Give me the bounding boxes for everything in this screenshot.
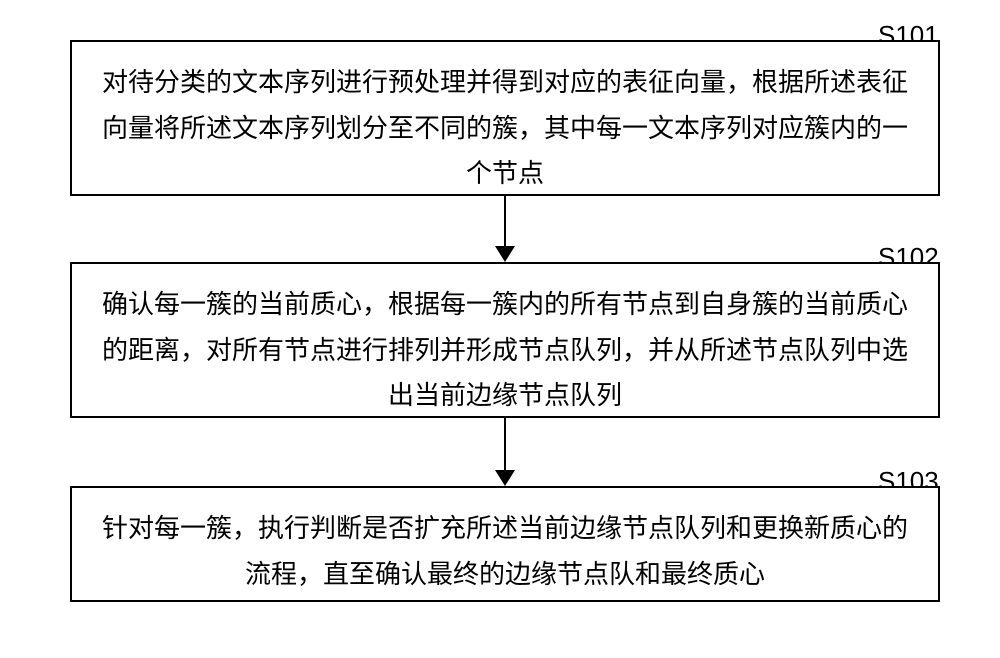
flowchart-arrow-line [504, 196, 506, 246]
flowchart-arrow-head [495, 470, 515, 486]
flowchart-box-s102: 确认每一簇的当前质心，根据每一簇内的所有节点到自身簇的当前质心的距离，对所有节点… [70, 262, 940, 418]
flowchart-arrow-head [495, 246, 515, 262]
flowchart-text: 对待分类的文本序列进行预处理并得到对应的表征向量，根据所述表征向量将所述文本序列… [100, 60, 910, 197]
flowchart-text: 针对每一簇，执行判断是否扩充所述当前边缘节点队列和更换新质心的流程，直至确认最终… [100, 506, 910, 597]
flowchart-box-s103: 针对每一簇，执行判断是否扩充所述当前边缘节点队列和更换新质心的流程，直至确认最终… [70, 486, 940, 602]
flowchart-box-s101: 对待分类的文本序列进行预处理并得到对应的表征向量，根据所述表征向量将所述文本序列… [70, 40, 940, 196]
flowchart-arrow-line [504, 418, 506, 470]
flowchart-container: S101 对待分类的文本序列进行预处理并得到对应的表征向量，根据所述表征向量将所… [40, 20, 960, 640]
flowchart-text: 确认每一簇的当前质心，根据每一簇内的所有节点到自身簇的当前质心的距离，对所有节点… [100, 282, 910, 419]
